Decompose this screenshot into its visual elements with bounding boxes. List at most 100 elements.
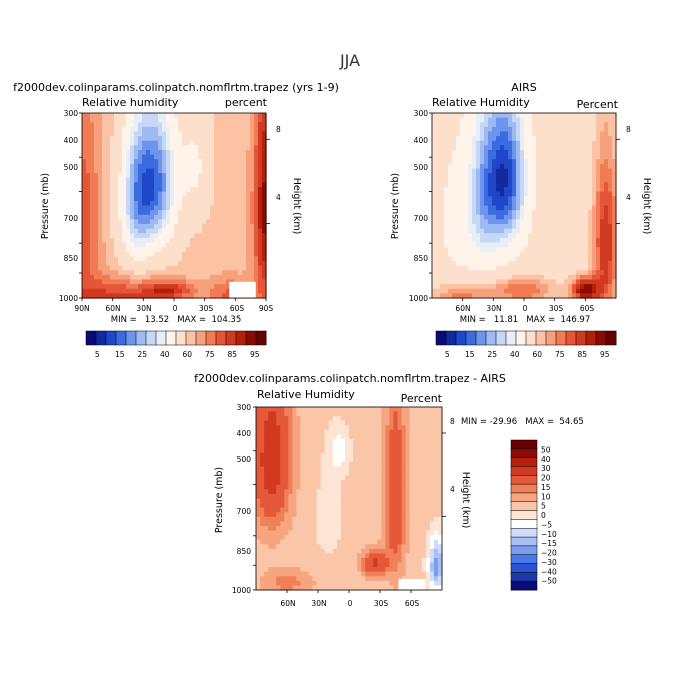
- heatmap-cell: [146, 247, 151, 253]
- heatmap-cell: [612, 265, 617, 271]
- heatmap-cell: [580, 168, 585, 174]
- heatmap-cell: [361, 452, 366, 458]
- heatmap-cell: [238, 224, 243, 230]
- heatmap-cell: [126, 122, 131, 128]
- heatmap-cell: [608, 187, 613, 193]
- heatmap-cell: [556, 228, 561, 234]
- heatmap-cell: [405, 512, 411, 518]
- heatmap-cell: [276, 407, 281, 413]
- heatmap-cell: [544, 136, 549, 142]
- heatmap-cell: [122, 256, 127, 262]
- heatmap-cell: [242, 126, 247, 133]
- heatmap-cell: [340, 452, 346, 458]
- heatmap-cell: [328, 443, 334, 449]
- heatmap-cell: [230, 270, 235, 276]
- heatmap-cell: [82, 205, 87, 211]
- heatmap-cell: [544, 145, 549, 151]
- heatmap-cell: [256, 516, 261, 522]
- heatmap-cell: [528, 293, 533, 299]
- heatmap-cell: [536, 228, 541, 234]
- heatmap-cell: [170, 228, 175, 234]
- heatmap-cell: [332, 493, 338, 500]
- heatmap-cell: [134, 242, 139, 248]
- heatmap-cell: [417, 489, 423, 495]
- heatmap-cell: [600, 274, 605, 281]
- heatmap-cell: [170, 242, 175, 248]
- heatmap-cell: [308, 489, 314, 495]
- heatmap-cell: [106, 163, 111, 170]
- heatmap-cell: [260, 512, 265, 518]
- heatmap-cell: [381, 503, 386, 509]
- heatmap-cell: [552, 126, 557, 133]
- heatmap-cell: [246, 182, 251, 188]
- heatmap-cell: [238, 196, 243, 202]
- heatmap-cell: [604, 159, 609, 165]
- heatmap-cell: [250, 136, 255, 142]
- heatmap-cell: [90, 145, 95, 151]
- heatmap-cell: [536, 117, 541, 123]
- heatmap-cell: [564, 293, 569, 299]
- heatmap-cell: [444, 214, 449, 220]
- heatmap-cell: [246, 242, 251, 248]
- heatmap-cell: [468, 251, 473, 257]
- heatmap-cell: [122, 182, 127, 188]
- heatmap-cell: [377, 407, 382, 413]
- heatmap-cell: [186, 228, 191, 234]
- heatmap-cell: [194, 182, 199, 188]
- heatmap-cell: [146, 261, 151, 267]
- heatmap-cell: [194, 242, 199, 248]
- heatmap-cell: [194, 219, 199, 225]
- heatmap-cell: [508, 237, 513, 244]
- heatmap-cell: [242, 177, 247, 183]
- heatmap-cell: [118, 210, 123, 216]
- panel-model-plot: [79, 112, 270, 301]
- heatmap-cell: [190, 219, 195, 225]
- heatmap-cell: [564, 145, 569, 151]
- heatmap-cell: [532, 117, 537, 123]
- heatmap-cell: [292, 484, 298, 490]
- heatmap-cell: [174, 117, 179, 123]
- heatmap-cell: [381, 416, 386, 422]
- heatmap-cell: [114, 210, 119, 216]
- heatmap-cell: [126, 214, 131, 220]
- heatmap-cell: [102, 261, 107, 267]
- heatmap-cell: [373, 516, 378, 522]
- heatmap-cell: [361, 411, 366, 417]
- heatmap-cell: [118, 247, 123, 253]
- heatmap-cell: [214, 131, 219, 137]
- heatmap-cell: [150, 274, 155, 281]
- heatmap-cell: [102, 150, 107, 156]
- heatmap-cell: [460, 200, 465, 207]
- heatmap-cell: [158, 154, 163, 160]
- heatmap-cell: [182, 247, 187, 253]
- heatmap-cell: [258, 187, 263, 193]
- heatmap-cell: [448, 210, 453, 216]
- heatmap-cell: [592, 251, 597, 257]
- heatmap-cell: [397, 452, 403, 458]
- heatmap-cell: [540, 205, 545, 211]
- heatmap-cell: [194, 145, 199, 151]
- heatmap-cell: [536, 136, 541, 142]
- heatmap-cell: [296, 461, 302, 468]
- heatmap-cell: [432, 219, 437, 225]
- heatmap-cell: [146, 154, 151, 160]
- heatmap-cell: [174, 261, 179, 267]
- heatmap-cell: [158, 136, 163, 142]
- heatmap-cell: [242, 270, 247, 276]
- heatmap-cell: [234, 191, 239, 197]
- heatmap-cell: [332, 452, 338, 458]
- heatmap-cell: [102, 140, 107, 146]
- heatmap-cell: [150, 219, 155, 225]
- heatmap-cell: [126, 279, 131, 285]
- heatmap-cell: [516, 177, 521, 183]
- heatmap-cell: [174, 293, 179, 299]
- heatmap-cell: [373, 512, 378, 518]
- heatmap-cell: [385, 429, 391, 436]
- heatmap-cell: [230, 187, 235, 193]
- heatmap-cell: [262, 187, 267, 193]
- heatmap-cell: [122, 233, 127, 239]
- heatmap-cell: [94, 261, 99, 267]
- heatmap-cell: [389, 471, 395, 477]
- heatmap-cell: [242, 173, 247, 179]
- heatmap-cell: [150, 117, 155, 123]
